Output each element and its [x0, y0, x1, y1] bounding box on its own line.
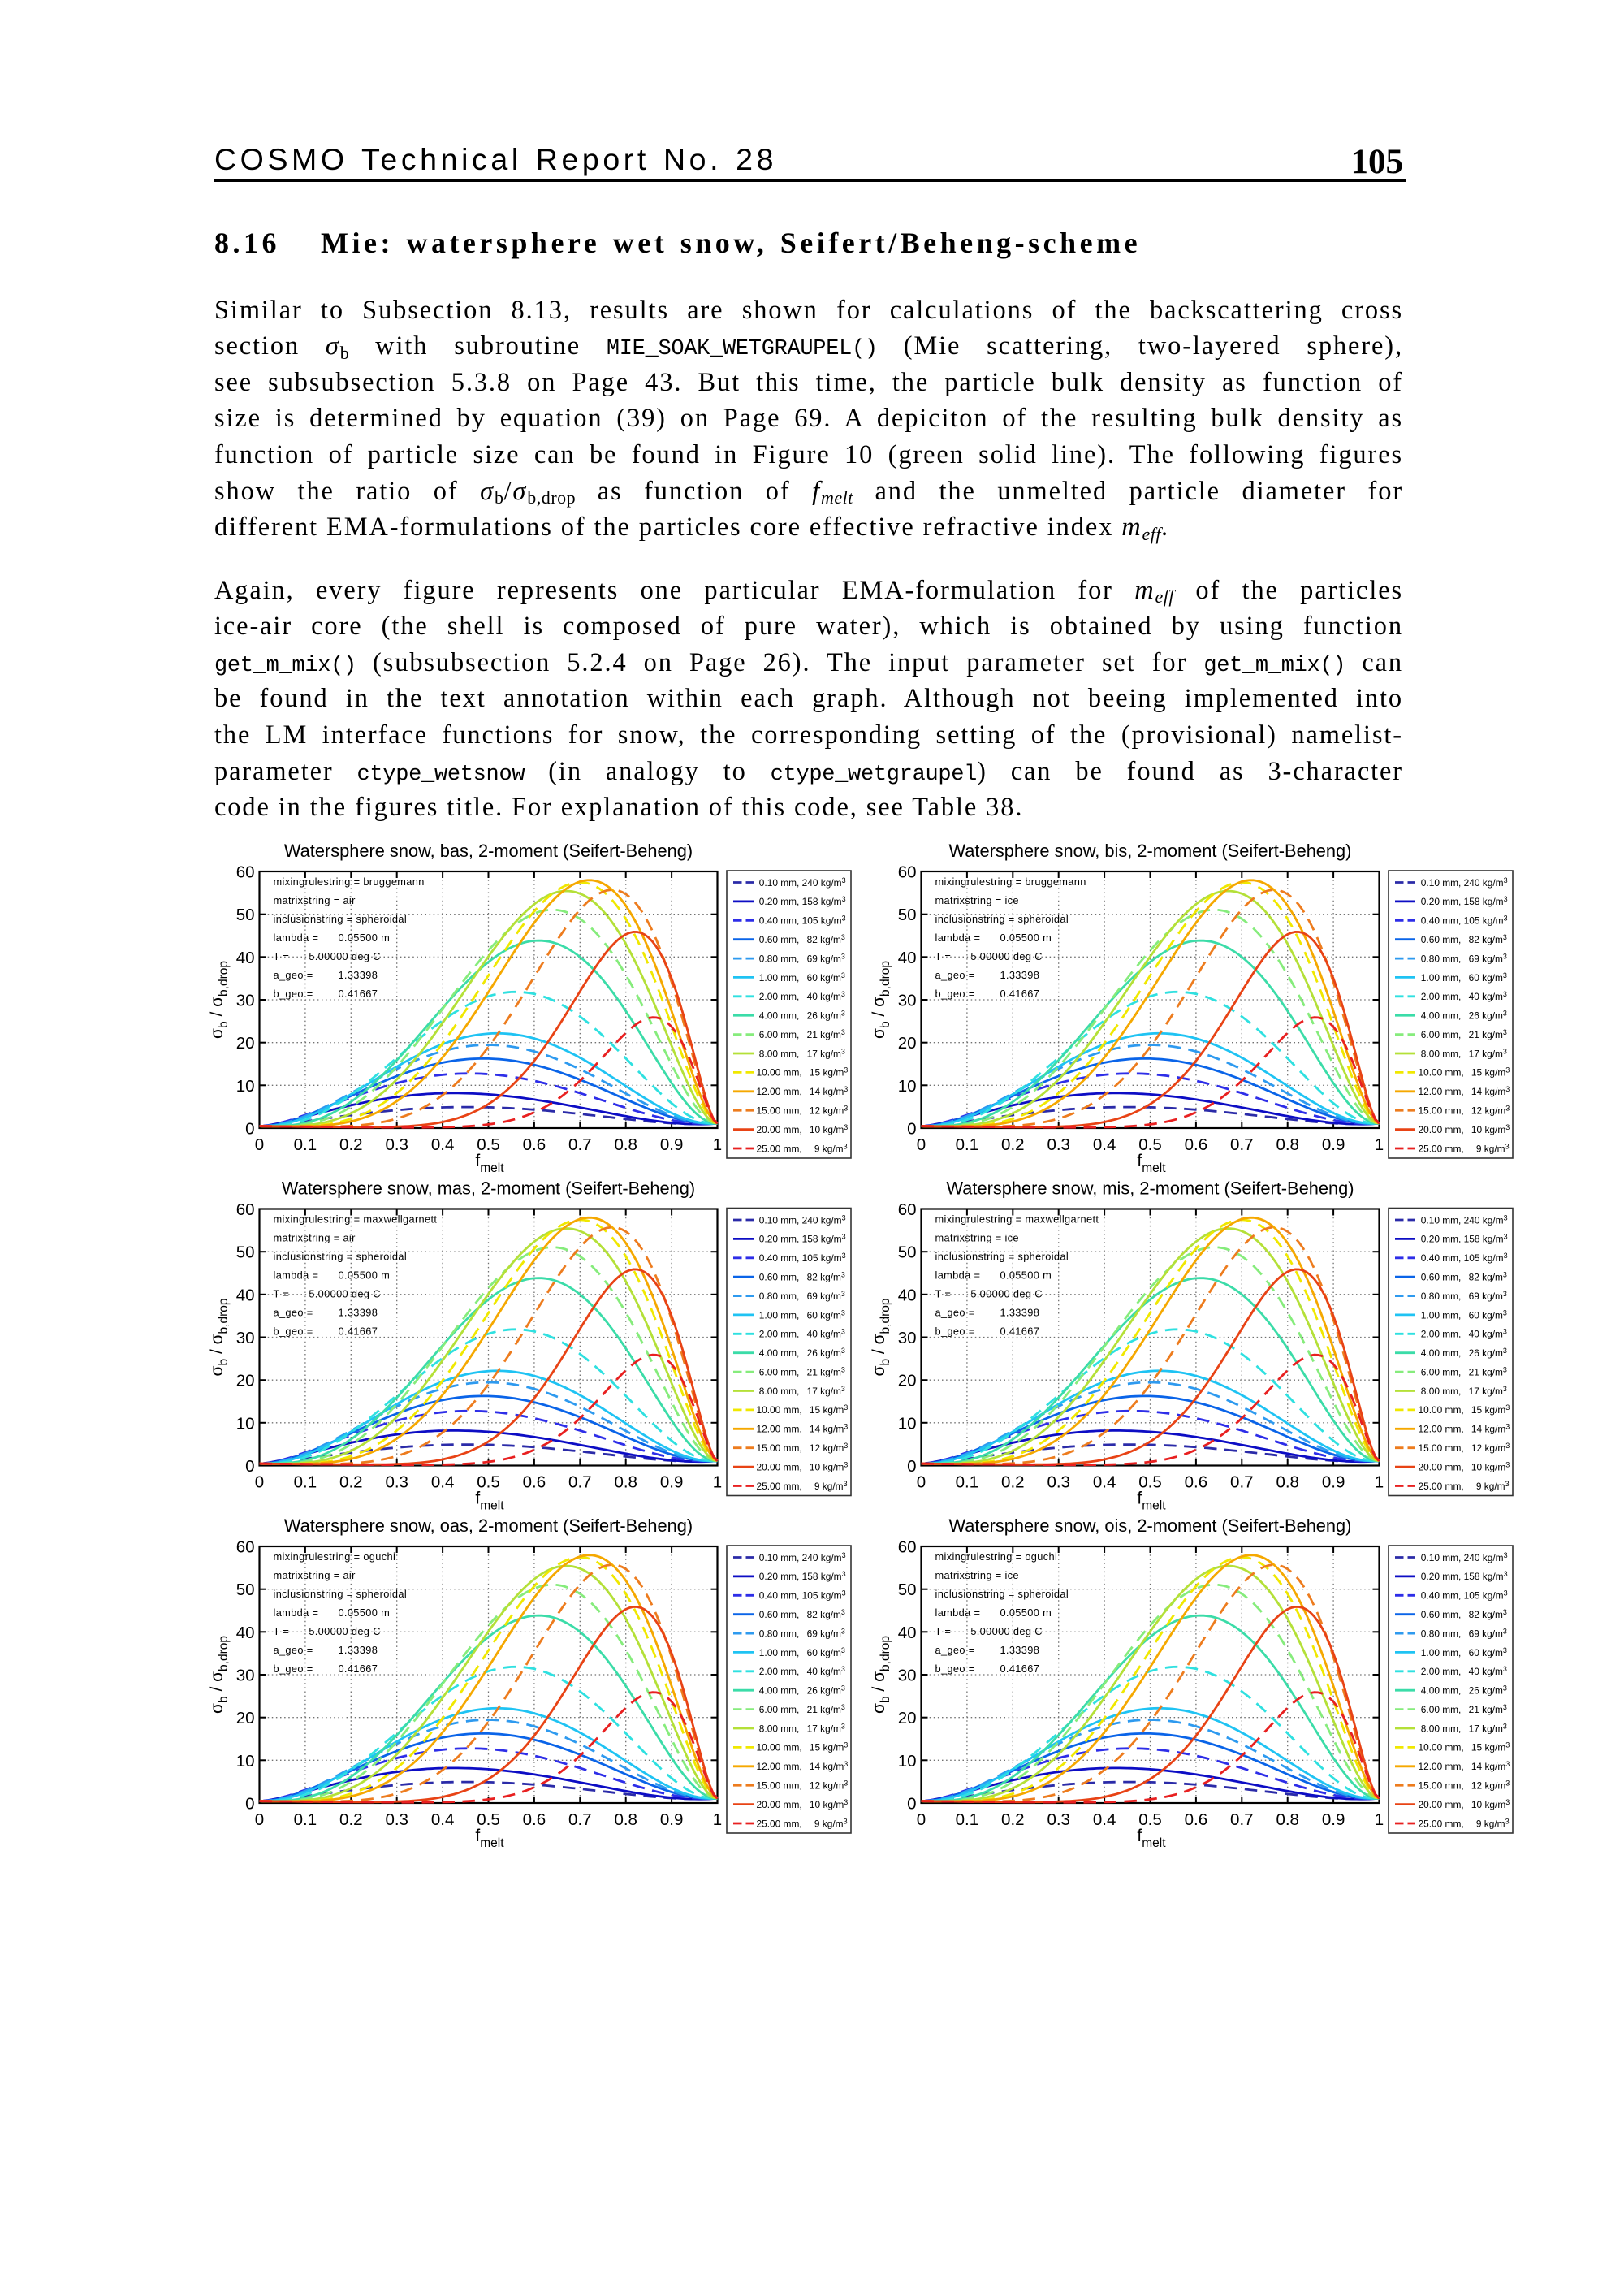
svg-text:Watersphere snow, bas, 2-momen: Watersphere snow, bas, 2-moment (Seifert… [284, 841, 693, 861]
svg-text:a_geo = 1.33398: a_geo = 1.33398 [274, 969, 378, 981]
svg-text:inclusionstring = spheroidal: inclusionstring = spheroidal [274, 1588, 408, 1600]
svg-text:lambda = 0.05500 m: lambda = 0.05500 m [274, 1269, 391, 1282]
svg-text:matrixstring = air: matrixstring = air [274, 1232, 356, 1244]
svg-text:a_geo = 1.33398: a_geo = 1.33398 [935, 969, 1040, 981]
svg-text:matrixstring = ice: matrixstring = ice [935, 1569, 1019, 1581]
svg-text:lambda = 0.05500 m: lambda = 0.05500 m [274, 932, 391, 944]
svg-text:a_geo = 1.33398: a_geo = 1.33398 [274, 1307, 378, 1319]
svg-text:b_geo = 0.41667: b_geo = 0.41667 [274, 988, 378, 1000]
svg-text:Watersphere snow, ois, 2-momen: Watersphere snow, ois, 2-moment (Seifert… [949, 1516, 1352, 1536]
svg-text:inclusionstring = spheroidal: inclusionstring = spheroidal [935, 1588, 1069, 1600]
svg-text:b_geo = 0.41667: b_geo = 0.41667 [274, 1663, 378, 1675]
svg-text:T = 5.00000 deg C: T = 5.00000 deg C [935, 950, 1043, 962]
svg-text:mixingrulestring = maxwellgarn: mixingrulestring = maxwellgarnett [935, 1213, 1099, 1226]
svg-text:b_geo = 0.41667: b_geo = 0.41667 [935, 1663, 1040, 1675]
svg-text:T = 5.00000 deg C: T = 5.00000 deg C [274, 1288, 381, 1300]
svg-text:Watersphere snow, mis, 2-momen: Watersphere snow, mis, 2-moment (Seifert… [947, 1178, 1354, 1199]
svg-text:inclusionstring = spheroidal: inclusionstring = spheroidal [274, 913, 408, 925]
svg-text:matrixstring = ice: matrixstring = ice [935, 1232, 1019, 1244]
svg-text:matrixstring = ice: matrixstring = ice [935, 894, 1019, 906]
svg-text:b_geo = 0.41667: b_geo = 0.41667 [935, 1325, 1040, 1338]
svg-text:mixingrulestring = maxwellgarn: mixingrulestring = maxwellgarnett [274, 1213, 438, 1226]
svg-text:inclusionstring = spheroidal: inclusionstring = spheroidal [274, 1251, 408, 1263]
svg-text:T = 5.00000 deg C: T = 5.00000 deg C [274, 1625, 381, 1637]
svg-text:mixingrulestring = bruggemann: mixingrulestring = bruggemann [935, 876, 1086, 888]
svg-text:inclusionstring = spheroidal: inclusionstring = spheroidal [935, 913, 1069, 925]
svg-text:matrixstring = air: matrixstring = air [274, 1569, 356, 1581]
svg-text:lambda = 0.05500 m: lambda = 0.05500 m [935, 1269, 1052, 1282]
svg-text:lambda = 0.05500 m: lambda = 0.05500 m [274, 1606, 391, 1619]
svg-text:a_geo = 1.33398: a_geo = 1.33398 [935, 1307, 1040, 1319]
svg-text:mixingrulestring = bruggemann: mixingrulestring = bruggemann [274, 876, 425, 888]
svg-text:Watersphere snow, bis, 2-momen: Watersphere snow, bis, 2-moment (Seifert… [949, 841, 1352, 861]
svg-text:a_geo = 1.33398: a_geo = 1.33398 [274, 1644, 378, 1656]
svg-text:T = 5.00000 deg C: T = 5.00000 deg C [935, 1288, 1043, 1300]
svg-text:lambda = 0.05500 m: lambda = 0.05500 m [935, 932, 1052, 944]
svg-text:T = 5.00000 deg C: T = 5.00000 deg C [935, 1625, 1043, 1637]
svg-text:mixingrulestring = oguchi: mixingrulestring = oguchi [935, 1550, 1058, 1563]
svg-text:Watersphere snow, oas, 2-momen: Watersphere snow, oas, 2-moment (Seifert… [284, 1516, 693, 1536]
svg-text:matrixstring = air: matrixstring = air [274, 894, 356, 906]
svg-text:inclusionstring = spheroidal: inclusionstring = spheroidal [935, 1251, 1069, 1263]
svg-text:b_geo = 0.41667: b_geo = 0.41667 [935, 988, 1040, 1000]
svg-text:T = 5.00000 deg C: T = 5.00000 deg C [274, 950, 381, 962]
svg-text:lambda = 0.05500 m: lambda = 0.05500 m [935, 1606, 1052, 1619]
svg-text:mixingrulestring = oguchi: mixingrulestring = oguchi [274, 1550, 396, 1563]
svg-text:b_geo = 0.41667: b_geo = 0.41667 [274, 1325, 378, 1338]
svg-text:a_geo = 1.33398: a_geo = 1.33398 [935, 1644, 1040, 1656]
svg-text:Watersphere snow, mas, 2-momen: Watersphere snow, mas, 2-moment (Seifert… [282, 1178, 695, 1199]
